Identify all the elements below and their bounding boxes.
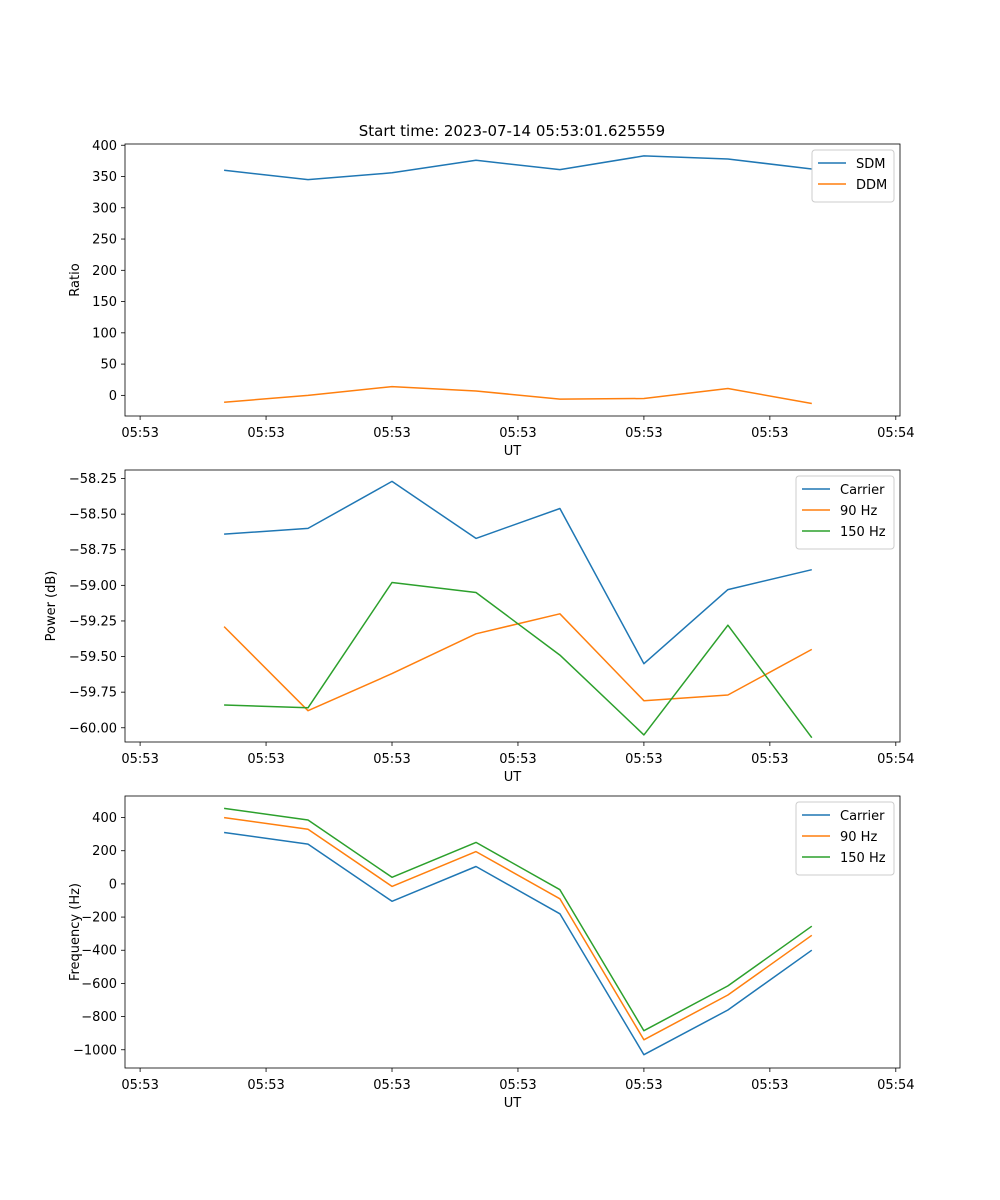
- legend-label: Carrier: [840, 809, 885, 824]
- chart-panel-2: 05:53 05:53 05:53 05:53 05:53 05:53 05:54 −60.0…: [44, 469, 915, 785]
- x-tick-label: 05:54: [877, 1078, 914, 1093]
- x-axis-label: UT: [504, 1096, 522, 1111]
- legend-label: 150 Hz: [840, 851, 886, 866]
- y-tick-label: −1000: [73, 1043, 117, 1058]
- panels: 05:53 05:53 05:53 05:53 05:53 05:53 05:54 0 50 10…: [44, 139, 915, 1111]
- x-tick-label: 05:54: [877, 426, 914, 441]
- x-tick-label: 05:53: [247, 752, 284, 767]
- y-tick-label: −60.00: [69, 721, 117, 736]
- y-tick-label: −58.25: [69, 472, 117, 487]
- axes-frame: [124, 469, 901, 743]
- series-line-carrier: [224, 480, 812, 665]
- x-tick-label: 05:53: [121, 426, 158, 441]
- series-line-90-hz: [223, 816, 813, 1041]
- y-tick-label: 250: [92, 233, 117, 248]
- y-tick-label: −59.25: [69, 614, 117, 629]
- y-tick-label: 200: [92, 844, 117, 859]
- y-tick-label: 50: [100, 358, 117, 373]
- x-axis-label: UT: [504, 444, 522, 459]
- x-tick-label: 05:54: [877, 752, 914, 767]
- x-tick-label: 05:53: [751, 752, 788, 767]
- x-tick-label: 05:53: [247, 426, 284, 441]
- y-tick-label: −400: [81, 944, 117, 959]
- y-tick-label: −200: [81, 911, 117, 926]
- x-tick-label: 05:53: [751, 426, 788, 441]
- x-tick-label: 05:53: [247, 1078, 284, 1093]
- series-line-ddm: [224, 385, 812, 405]
- y-tick-label: −58.75: [69, 543, 117, 558]
- y-axis-label: Frequency (Hz): [68, 883, 83, 981]
- series-line-150-hz: [223, 807, 813, 1032]
- x-tick-label: 05:53: [499, 426, 536, 441]
- axes-frame: [124, 795, 901, 1069]
- series-line-sdm: [224, 155, 812, 181]
- legend: SDM DDM: [811, 149, 895, 203]
- y-axis-label: Power (dB): [44, 571, 59, 642]
- legend-label: 90 Hz: [840, 504, 877, 519]
- chart-panel-3: 05:53 05:53 05:53 05:53 05:53 05:53 05:54 −1000…: [68, 795, 915, 1111]
- series-line-carrier: [223, 831, 813, 1056]
- y-tick-label: 100: [92, 326, 117, 341]
- figure-title: Start time: 2023-07-14 05:53:01.625559: [359, 122, 665, 140]
- chart-panel-1: 05:53 05:53 05:53 05:53 05:53 05:53 05:54 0 50 10…: [68, 139, 915, 459]
- series-line-150-hz: [224, 581, 813, 739]
- x-tick-label: 05:53: [121, 752, 158, 767]
- x-tick-label: 05:53: [625, 426, 662, 441]
- y-tick-label: −58.50: [69, 508, 117, 523]
- x-tick-label: 05:53: [373, 752, 410, 767]
- legend-label: 90 Hz: [840, 830, 877, 845]
- y-axis-label: Ratio: [68, 263, 83, 296]
- legend: Carrier 90 Hz 150 Hz: [795, 801, 895, 876]
- legend-label: 150 Hz: [840, 525, 886, 540]
- y-tick-label: 300: [92, 201, 117, 216]
- legend-label: Carrier: [840, 483, 885, 498]
- y-tick-label: 150: [92, 295, 117, 310]
- x-tick-label: 05:53: [751, 1078, 788, 1093]
- x-tick-label: 05:53: [121, 1078, 158, 1093]
- x-tick-label: 05:53: [373, 1078, 410, 1093]
- x-axis-label: UT: [504, 770, 522, 785]
- y-tick-label: 200: [92, 264, 117, 279]
- x-tick-label: 05:53: [625, 1078, 662, 1093]
- y-tick-label: 0: [109, 389, 117, 404]
- y-tick-label: −59.50: [69, 650, 117, 665]
- axes-frame: [124, 143, 901, 417]
- legend: Carrier 90 Hz 150 Hz: [795, 475, 895, 550]
- y-tick-label: 400: [92, 811, 117, 826]
- y-tick-label: 400: [92, 139, 117, 154]
- y-tick-label: −59.00: [69, 579, 117, 594]
- legend-label: SDM: [856, 157, 885, 172]
- y-tick-label: −600: [81, 977, 117, 992]
- x-tick-label: 05:53: [373, 426, 410, 441]
- y-tick-label: −59.75: [69, 686, 117, 701]
- legend-label: DDM: [856, 178, 887, 193]
- x-tick-label: 05:53: [499, 752, 536, 767]
- y-tick-label: 0: [109, 877, 117, 892]
- y-tick-label: −800: [81, 1010, 117, 1025]
- x-tick-label: 05:53: [625, 752, 662, 767]
- y-tick-label: 350: [92, 170, 117, 185]
- x-tick-label: 05:53: [499, 1078, 536, 1093]
